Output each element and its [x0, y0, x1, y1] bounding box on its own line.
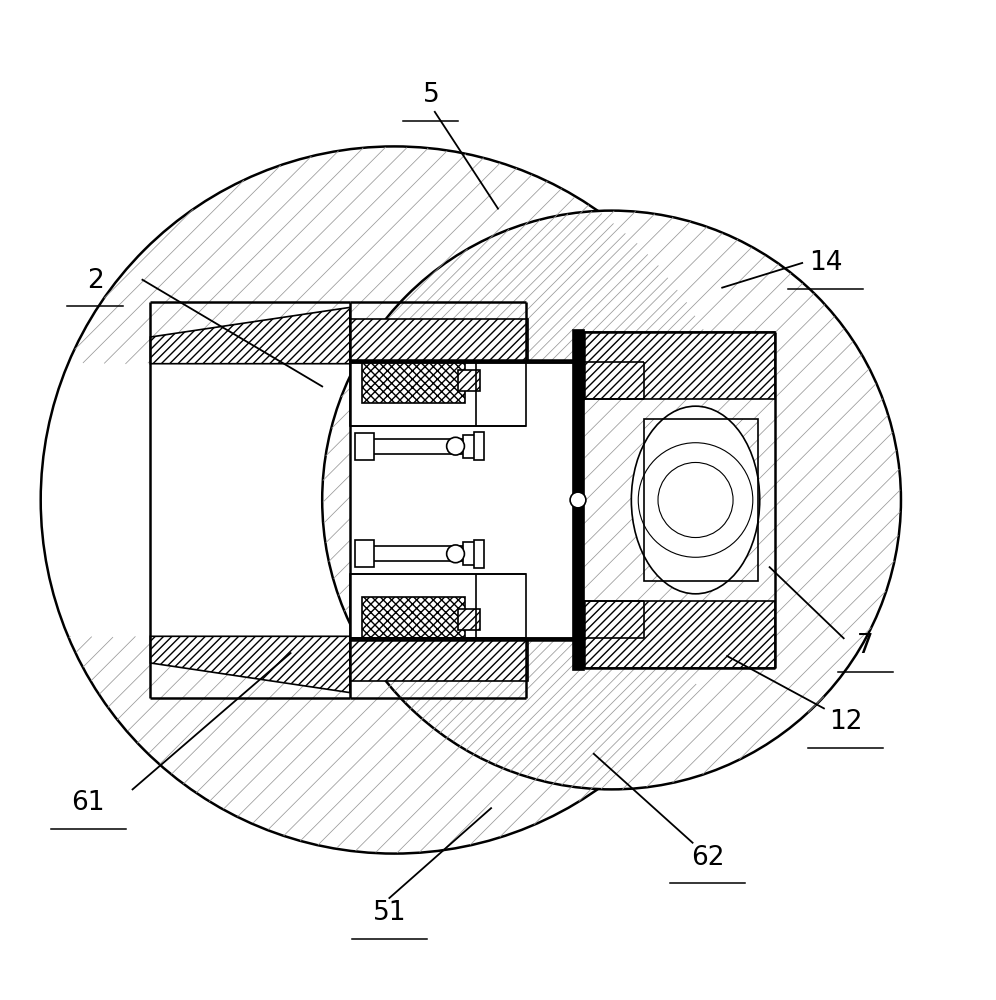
Circle shape — [41, 146, 748, 854]
Text: 12: 12 — [829, 709, 863, 735]
Bar — [372, 546, 468, 561]
Text: 7: 7 — [857, 633, 873, 659]
Bar — [372, 439, 468, 454]
Bar — [463, 435, 479, 458]
Bar — [458, 609, 480, 630]
Circle shape — [570, 492, 586, 508]
Bar — [355, 433, 374, 460]
Bar — [476, 364, 524, 411]
Bar — [644, 419, 758, 581]
Bar — [474, 540, 484, 568]
Text: 61: 61 — [72, 790, 105, 816]
Bar — [584, 601, 775, 668]
Text: 2: 2 — [87, 268, 104, 294]
Bar — [458, 370, 480, 391]
Text: 14: 14 — [809, 250, 843, 276]
Ellipse shape — [631, 406, 760, 594]
Bar — [350, 574, 526, 638]
Bar — [584, 332, 775, 399]
Ellipse shape — [662, 447, 729, 553]
Bar — [355, 540, 374, 567]
Bar — [362, 362, 465, 403]
Circle shape — [638, 443, 753, 557]
Circle shape — [446, 437, 464, 455]
Bar — [573, 330, 584, 670]
Polygon shape — [150, 636, 350, 693]
Circle shape — [446, 545, 464, 563]
Bar — [350, 360, 577, 640]
Bar — [362, 597, 465, 638]
Bar — [474, 432, 484, 460]
Circle shape — [322, 211, 901, 789]
Bar — [350, 319, 528, 364]
Circle shape — [658, 462, 733, 538]
Bar — [476, 589, 524, 636]
Bar — [350, 362, 526, 426]
Bar — [644, 419, 758, 581]
Bar — [463, 542, 479, 565]
Bar — [350, 636, 528, 681]
Polygon shape — [150, 307, 350, 364]
Text: 5: 5 — [422, 82, 439, 108]
Text: 51: 51 — [373, 900, 406, 926]
Text: 62: 62 — [690, 845, 724, 871]
